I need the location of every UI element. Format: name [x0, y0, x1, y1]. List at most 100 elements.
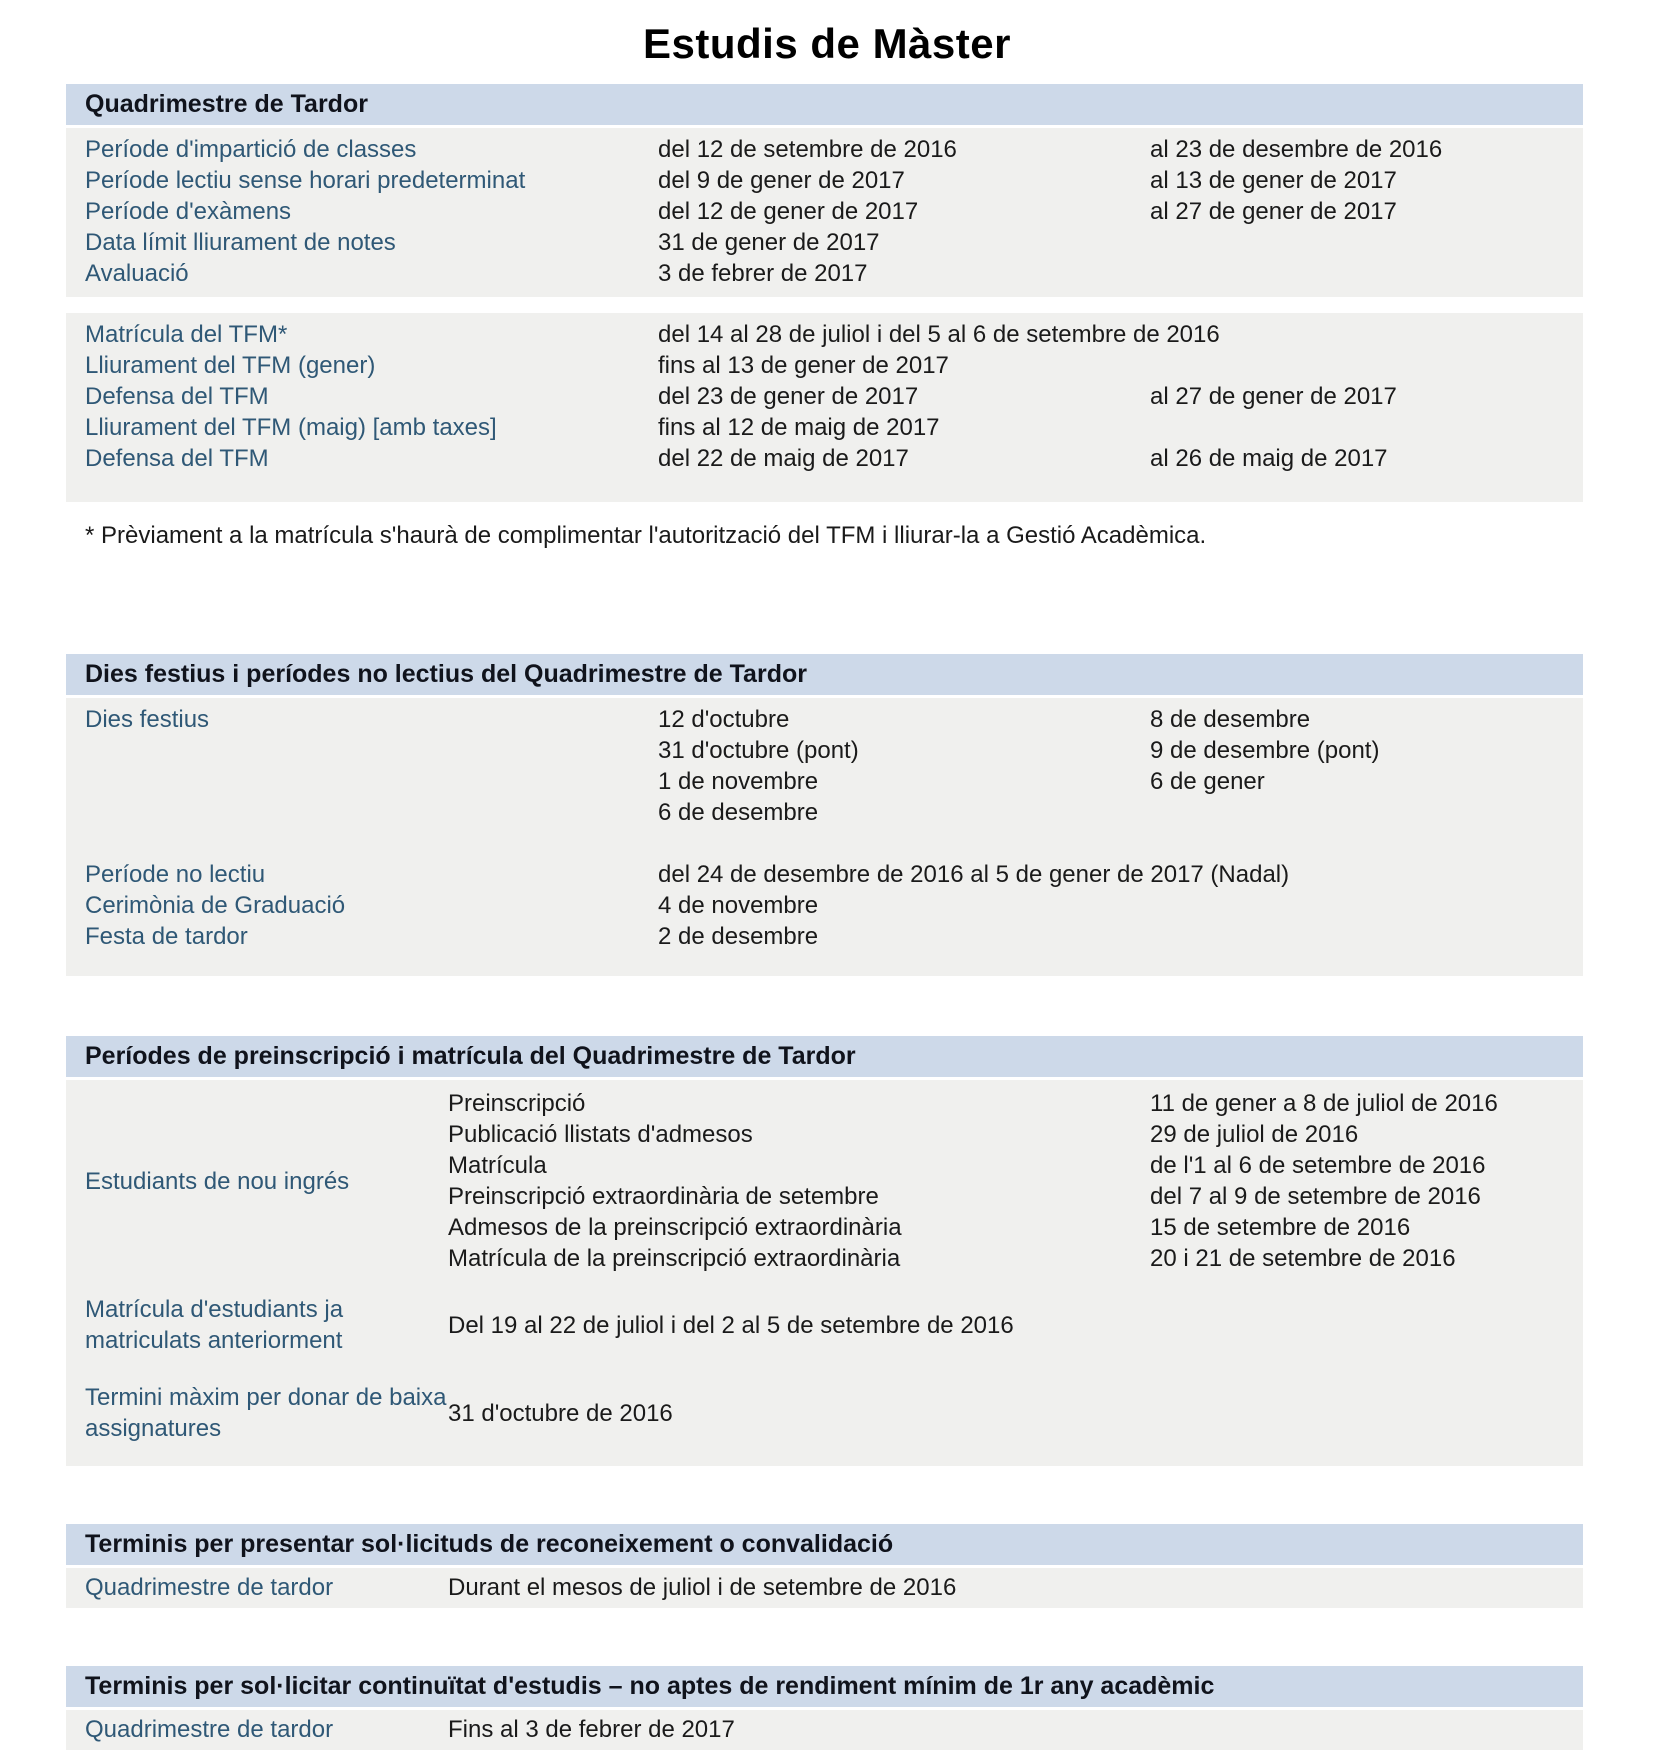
row-date-from: del 12 de setembre de 2016: [658, 136, 957, 163]
row-date-to: [1150, 350, 1583, 381]
festius-table: Dies festius 12 d'octubre 31 d'octubre (…: [66, 698, 1583, 976]
page-title: Estudis de Màster: [643, 20, 1011, 67]
sub-row-label: Publicació llistats d'admesos: [448, 1121, 753, 1148]
festius-list-right: 8 de desembre 9 de desembre (pont) 6 de …: [1150, 704, 1583, 828]
row-label: Estudiants de nou ingrés: [85, 1167, 350, 1195]
section-continuitat: Terminis per sol·licitar continuïtat d'e…: [66, 1666, 1583, 1750]
sub-row-label: Matrícula: [448, 1152, 547, 1179]
table-row: Període d'impartició de classes del 12 d…: [85, 134, 1583, 165]
row-label: Cerimònia de Graduació: [85, 892, 346, 919]
table-row: Lliurament del TFM (maig) [amb taxes] fi…: [85, 412, 1583, 443]
row-label: Defensa del TFM: [85, 383, 269, 410]
row-spacer: [85, 1356, 1583, 1382]
row-spacer: [85, 1274, 1583, 1294]
section-header: Quadrimestre de Tardor: [66, 84, 1583, 125]
row-label: Període no lectiu: [85, 861, 266, 888]
row-date-from: del 9 de gener de 2017: [658, 167, 905, 194]
list-item: 31 d'octubre (pont): [658, 737, 859, 764]
table-row: Quadrimestre de tardor Durant el mesos d…: [85, 1572, 1583, 1603]
section-header: Terminis per sol·licitar continuïtat d'e…: [66, 1666, 1583, 1707]
row-date-from: fins al 13 de gener de 2017: [658, 352, 949, 379]
row-date-from: 3 de febrer de 2017: [658, 260, 868, 287]
sub-row-label: Matrícula de la preinscripció extraordin…: [448, 1245, 901, 1272]
row-value: Fins al 3 de febrer de 2017: [448, 1716, 735, 1743]
table-row: Cerimònia de Graduació 4 de novembre: [85, 890, 1583, 921]
preinscripcio-table: Estudiants de nou ingrés Preinscripció 1…: [66, 1080, 1583, 1466]
table-row: Dies festius 12 d'octubre 31 d'octubre (…: [85, 704, 1583, 828]
sub-row-value: 15 de setembre de 2016: [1150, 1214, 1411, 1241]
sub-row-label: Preinscripció: [448, 1090, 586, 1117]
row-spacer: [85, 828, 1583, 859]
tfm-table: Matrícula del TFM* del 14 al 28 de julio…: [66, 313, 1583, 502]
table-row: Defensa del TFM del 23 de gener de 2017 …: [85, 381, 1583, 412]
table-row: Període no lectiu del 24 de desembre de …: [85, 859, 1583, 890]
row-date-to: [1150, 227, 1583, 258]
row-label: Lliurament del TFM (gener): [85, 352, 376, 379]
sub-row-label: Preinscripció extraordinària de setembre: [448, 1183, 879, 1210]
list-item: 6 de desembre: [658, 799, 819, 826]
table-row: Període lectiu sense horari predetermina…: [85, 165, 1583, 196]
row-label: Festa de tardor: [85, 923, 248, 950]
table-row: Lliurament del TFM (gener) fins al 13 de…: [85, 350, 1583, 381]
row-value: Del 19 al 22 de juliol i del 2 al 5 de s…: [448, 1311, 1014, 1339]
row-date-to: [1150, 258, 1583, 289]
list-item: 8 de desembre: [1150, 706, 1311, 733]
sub-row-value: 11 de gener a 8 de juliol de 2016: [1150, 1090, 1498, 1117]
row-date-to: al 13 de gener de 2017: [1150, 167, 1397, 194]
row-date-to: al 27 de gener de 2017: [1150, 198, 1397, 225]
row-label: Lliurament del TFM (maig) [amb taxes]: [85, 414, 497, 441]
section-quadrimestre-tardor: Quadrimestre de Tardor Període d'imparti…: [66, 84, 1583, 502]
section-preinscripcio-matricula: Períodes de preinscripció i matrícula de…: [66, 1036, 1583, 1466]
festius-list-left: 12 d'octubre 31 d'octubre (pont) 1 de no…: [658, 704, 1150, 828]
row-label: Matrícula d'estudiants ja matriculats an…: [85, 1296, 344, 1354]
list-item: 12 d'octubre: [658, 706, 790, 733]
row-label: Dies festius: [85, 706, 210, 733]
table-row: Matrícula d'estudiants ja matriculats an…: [85, 1294, 1583, 1356]
row-label: Defensa del TFM: [85, 445, 269, 472]
row-value: 2 de desembre: [658, 923, 819, 950]
row-label: Matrícula del TFM*: [85, 321, 288, 348]
table-row: Data límit lliurament de notes 31 de gen…: [85, 227, 1583, 258]
section-header: Terminis per presentar sol·licituds de r…: [66, 1524, 1583, 1565]
row-date-from: fins al 12 de maig de 2017: [658, 414, 940, 441]
table-row: Avaluació 3 de febrer de 2017: [85, 258, 1583, 289]
row-date-to: al 27 de gener de 2017: [1150, 383, 1397, 410]
nou-ingres-block: Estudiants de nou ingrés Preinscripció 1…: [85, 1088, 1583, 1274]
continuitat-table: Quadrimestre de tardor Fins al 3 de febr…: [66, 1710, 1583, 1750]
row-date-from: del 23 de gener de 2017: [658, 383, 919, 410]
row-label: Avaluació: [85, 260, 189, 287]
section-header: Dies festius i períodes no lectius del Q…: [66, 654, 1583, 695]
sub-row-value: del 7 al 9 de setembre de 2016: [1150, 1183, 1481, 1210]
table-row: Defensa del TFM del 22 de maig de 2017 a…: [85, 443, 1583, 474]
sub-row-value: 20 i 21 de setembre de 2016: [1150, 1245, 1456, 1272]
row-label: Quadrimestre de tardor: [85, 1716, 334, 1743]
section-reconeixement: Terminis per presentar sol·licituds de r…: [66, 1524, 1583, 1608]
table-row: Període d'exàmens del 12 de gener de 201…: [85, 196, 1583, 227]
reconeixement-table: Quadrimestre de tardor Durant el mesos d…: [66, 1568, 1583, 1608]
sub-row-label: Admesos de la preinscripció extraordinàr…: [448, 1214, 902, 1241]
row-date-from: 31 de gener de 2017: [658, 229, 880, 256]
list-item: 9 de desembre (pont): [1150, 737, 1380, 764]
table-row: Quadrimestre de tardor Fins al 3 de febr…: [85, 1714, 1583, 1745]
row-label: Termini màxim per donar de baixa assigna…: [85, 1384, 447, 1442]
row-date-from: del 12 de gener de 2017: [658, 198, 919, 225]
row-value: del 24 de desembre de 2016 al 5 de gener…: [658, 861, 1290, 888]
section-dies-festius: Dies festius i períodes no lectius del Q…: [66, 654, 1583, 976]
row-label: Data límit lliurament de notes: [85, 229, 396, 256]
period-table: Període d'impartició de classes del 12 d…: [66, 128, 1583, 297]
table-row: Festa de tardor 2 de desembre: [85, 921, 1583, 952]
row-value: 4 de novembre: [658, 892, 819, 919]
row-label: Quadrimestre de tardor: [85, 1574, 334, 1601]
row-date-to: al 23 de desembre de 2016: [1150, 136, 1443, 163]
list-item: 1 de novembre: [658, 768, 819, 795]
row-date-from: del 22 de maig de 2017: [658, 445, 909, 472]
row-value: Durant el mesos de juliol i de setembre …: [448, 1574, 957, 1601]
row-label: Període lectiu sense horari predetermina…: [85, 167, 526, 194]
row-label: Període d'exàmens: [85, 198, 292, 225]
table-row: Matrícula del TFM* del 14 al 28 de julio…: [85, 319, 1583, 350]
row-label: Període d'impartició de classes: [85, 136, 417, 163]
tfm-footnote: * Prèviament a la matrícula s'haurà de c…: [85, 522, 1207, 549]
section-header: Períodes de preinscripció i matrícula de…: [66, 1036, 1583, 1077]
sub-row-value: de l'1 al 6 de setembre de 2016: [1150, 1152, 1486, 1179]
